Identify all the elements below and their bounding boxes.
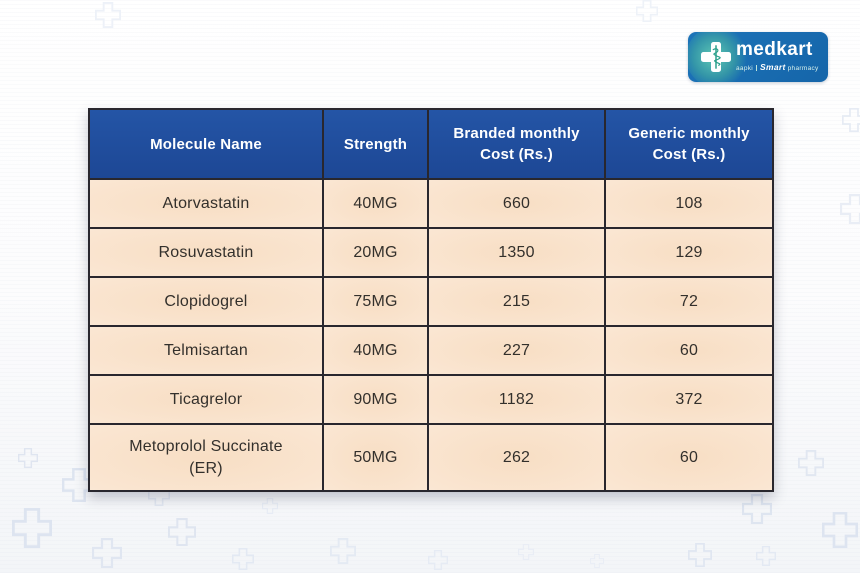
cell-molecule-name: Ticagrelor xyxy=(88,374,324,425)
table-row: Ticagrelor 90MG 1182 372 xyxy=(88,374,774,425)
cost-table-body: Atorvastatin 40MG 660 108 Rosuvastatin 2… xyxy=(88,178,774,492)
cell-generic-cost: 72 xyxy=(604,276,774,327)
header-branded-cost: Branded monthly Cost (Rs.) xyxy=(427,108,606,180)
cell-branded-cost: 262 xyxy=(427,423,606,492)
cell-branded-cost: 215 xyxy=(427,276,606,327)
cell-branded-cost: 660 xyxy=(427,178,606,229)
cell-branded-cost: 1182 xyxy=(427,374,606,425)
logo-text: medkart aapki Smart pharmacy xyxy=(736,39,824,72)
tagline-suffix: pharmacy xyxy=(787,65,819,72)
table-row: Telmisartan 40MG 227 60 xyxy=(88,325,774,376)
table-row: Metoprolol Succinate (ER) 50MG 262 60 xyxy=(88,423,774,492)
medkart-logo: medkart aapki Smart pharmacy xyxy=(688,32,828,82)
cell-molecule-name: Metoprolol Succinate (ER) xyxy=(88,423,324,492)
cost-table-header: Molecule Name Strength Branded monthly C… xyxy=(88,108,774,180)
tagline-prefix: aapki xyxy=(736,65,754,72)
cell-generic-cost: 372 xyxy=(604,374,774,425)
rod-of-asclepius-icon xyxy=(712,45,721,69)
cell-molecule-name: Atorvastatin xyxy=(88,178,324,229)
cell-strength: 40MG xyxy=(322,325,429,376)
tagline-separator xyxy=(756,65,758,72)
brand-name: medkart xyxy=(736,39,813,60)
cell-strength: 20MG xyxy=(322,227,429,278)
cell-generic-cost: 108 xyxy=(604,178,774,229)
cell-strength: 40MG xyxy=(322,178,429,229)
header-strength: Strength xyxy=(322,108,429,180)
cell-generic-cost: 60 xyxy=(604,325,774,376)
medical-cross-icon xyxy=(701,42,731,72)
cell-molecule-name: Telmisartan xyxy=(88,325,324,376)
cell-branded-cost: 227 xyxy=(427,325,606,376)
cell-branded-cost: 1350 xyxy=(427,227,606,278)
cell-strength: 50MG xyxy=(322,423,429,492)
cell-generic-cost: 60 xyxy=(604,423,774,492)
table-row: Clopidogrel 75MG 215 72 xyxy=(88,276,774,327)
cell-generic-cost: 129 xyxy=(604,227,774,278)
cost-comparison-table: Molecule Name Strength Branded monthly C… xyxy=(88,108,774,492)
header-generic-cost: Generic monthly Cost (Rs.) xyxy=(604,108,774,180)
header-molecule-name: Molecule Name xyxy=(88,108,324,180)
table-row: Atorvastatin 40MG 660 108 xyxy=(88,178,774,229)
cell-molecule-name: Rosuvastatin xyxy=(88,227,324,278)
table-row: Rosuvastatin 20MG 1350 129 xyxy=(88,227,774,278)
cell-strength: 90MG xyxy=(322,374,429,425)
tagline-script-word: Smart xyxy=(760,62,786,72)
brand-tagline: aapki Smart pharmacy xyxy=(736,62,824,72)
cell-strength: 75MG xyxy=(322,276,429,327)
header-row: Molecule Name Strength Branded monthly C… xyxy=(88,108,774,180)
cell-molecule-name: Clopidogrel xyxy=(88,276,324,327)
